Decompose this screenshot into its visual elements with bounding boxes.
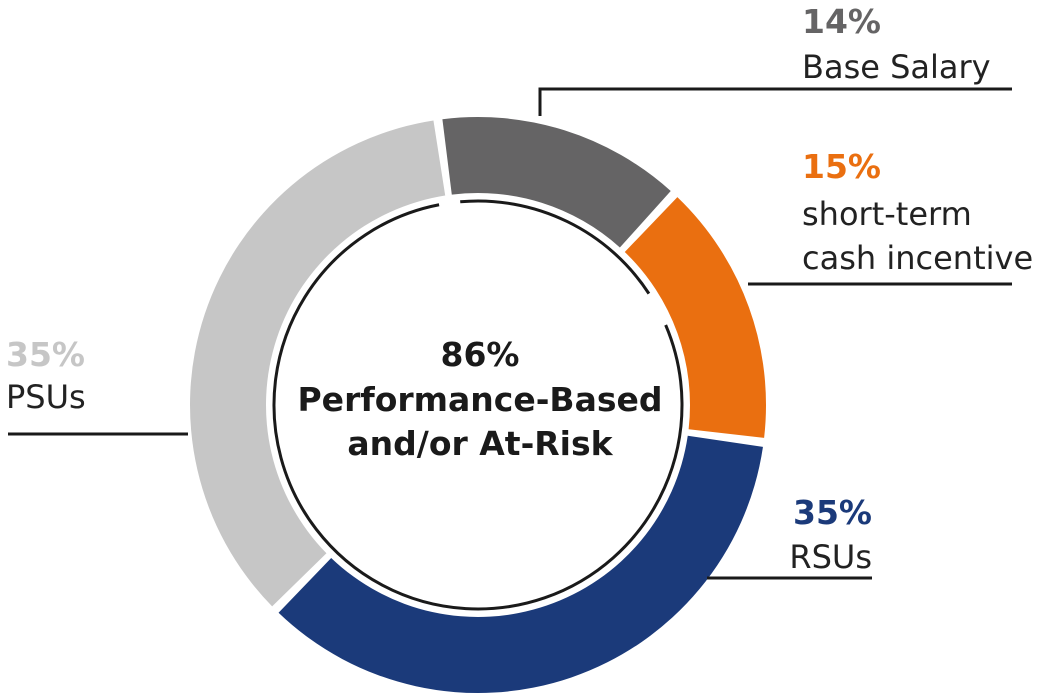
center-value: 86% [441,335,520,374]
center-line-1: Performance-Based [298,380,663,419]
base-salary-name: Base Salary [802,48,991,86]
inner-arc-at-risk [272,203,684,611]
label-short-term-cash-incentive: 15% short-term cash incentive [802,147,1033,277]
label-psus: 35% PSUs [6,335,86,416]
center-label: 86% Performance-Based and/or At-Risk [298,335,663,463]
short-term-name-line-1: short-term [802,195,972,233]
slice-base-salary [442,116,671,248]
rsus-percent: 35% [793,493,872,532]
inner-arc-performance-based [460,199,651,295]
inner-arcs [272,199,684,611]
rsus-name: RSUs [789,538,872,576]
donut-slices [190,116,766,693]
short-term-name-line-2: cash incentive [802,239,1033,277]
label-rsus: 35% RSUs [789,493,872,576]
slice-rsus [278,435,763,693]
label-base-salary: 14% Base Salary [802,2,991,86]
psus-name: PSUs [6,378,86,416]
psus-percent: 35% [6,335,85,374]
leader-base-salary [538,87,1012,116]
slice-psus [190,120,446,607]
base-salary-percent: 14% [802,2,881,41]
center-line-2: and/or At-Risk [347,424,613,463]
slice-short-term-cash-incentive [624,197,766,438]
short-term-percent: 15% [802,147,881,186]
leader-lines [8,87,1012,580]
